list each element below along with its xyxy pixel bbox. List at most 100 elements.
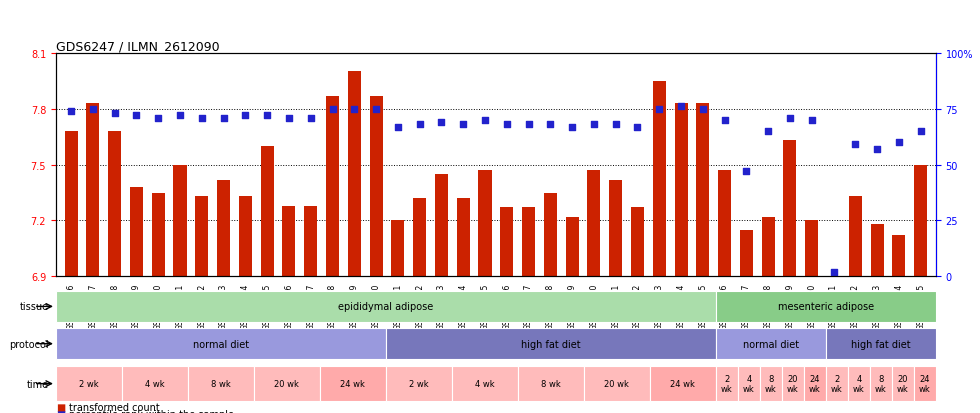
Bar [848,367,870,401]
Bar [500,208,514,277]
Bar [391,221,405,277]
Bar [326,97,339,277]
Point [520,122,536,128]
Bar [761,217,775,277]
Bar [650,367,716,401]
Point [652,106,667,113]
Point [912,128,928,135]
Bar [584,367,650,401]
Bar [414,199,426,277]
Text: 4
wk: 4 wk [853,374,864,393]
Bar [715,367,738,401]
Point [303,115,318,122]
Text: 24 wk: 24 wk [670,379,696,388]
Bar [348,72,361,277]
Text: 4 wk: 4 wk [475,379,495,388]
Text: 24 wk: 24 wk [340,379,366,388]
Bar [108,132,122,277]
Bar [282,206,296,277]
Point [260,113,275,119]
Point [848,142,863,148]
Bar [261,147,273,277]
Point [456,122,471,128]
Bar [718,171,731,277]
Text: transformed count: transformed count [69,402,160,412]
Point [237,113,253,119]
Text: 4
wk: 4 wk [743,374,755,393]
Point [150,115,166,122]
Bar [849,197,861,277]
Bar [217,180,230,277]
Point [172,113,188,119]
Point [782,115,798,122]
Text: high fat diet: high fat diet [521,339,581,349]
Bar [631,208,644,277]
Point [412,122,427,128]
Point [695,106,710,113]
Point [216,115,231,122]
Text: 20 wk: 20 wk [605,379,629,388]
Bar [517,367,584,401]
Text: 2
wk: 2 wk [721,374,733,393]
Bar [369,97,382,277]
Point [608,122,623,128]
Text: normal diet: normal diet [193,339,249,349]
Bar [386,367,452,401]
Bar [56,291,716,323]
Bar [740,230,753,277]
Text: 20 wk: 20 wk [274,379,299,388]
Text: ■: ■ [56,402,65,412]
Text: normal diet: normal diet [743,339,799,349]
Text: 4 wk: 4 wk [145,379,165,388]
Bar [435,175,448,277]
Text: 2 wk: 2 wk [79,379,99,388]
Bar [65,132,77,277]
Text: high fat diet: high fat diet [851,339,910,349]
Point [499,122,514,128]
Point [194,115,210,122]
Bar [319,367,386,401]
Bar [870,225,884,277]
Bar [56,367,122,401]
Bar [152,193,165,277]
Text: 24
wk: 24 wk [809,374,821,393]
Point [390,124,406,131]
Text: percentile rank within the sample: percentile rank within the sample [69,409,233,413]
Bar [826,367,848,401]
Bar [892,367,914,401]
Bar [806,221,818,277]
Bar [457,199,469,277]
Point [324,106,340,113]
Point [347,106,363,113]
Text: GDS6247 / ILMN_2612090: GDS6247 / ILMN_2612090 [56,40,220,52]
Point [85,106,101,113]
Bar [304,206,318,277]
Bar [760,367,782,401]
Bar [122,367,188,401]
Bar [522,208,535,277]
Bar [544,193,557,277]
Bar [254,367,319,401]
Bar [239,197,252,277]
Bar [565,217,578,277]
Text: 8 wk: 8 wk [541,379,561,388]
Point [543,122,559,128]
Bar [893,236,906,277]
Point [629,124,645,131]
Point [891,140,907,146]
Point [64,108,79,115]
Bar [452,367,517,401]
Bar [782,367,804,401]
Bar [738,367,760,401]
Point [739,169,755,175]
Bar [478,171,492,277]
Text: 24
wk: 24 wk [919,374,931,393]
Text: 2 wk: 2 wk [409,379,428,388]
Bar [587,171,601,277]
Point [804,117,819,124]
Bar [86,104,99,277]
Point [477,117,493,124]
Text: 8
wk: 8 wk [765,374,777,393]
Point [760,128,776,135]
Point [869,146,885,153]
